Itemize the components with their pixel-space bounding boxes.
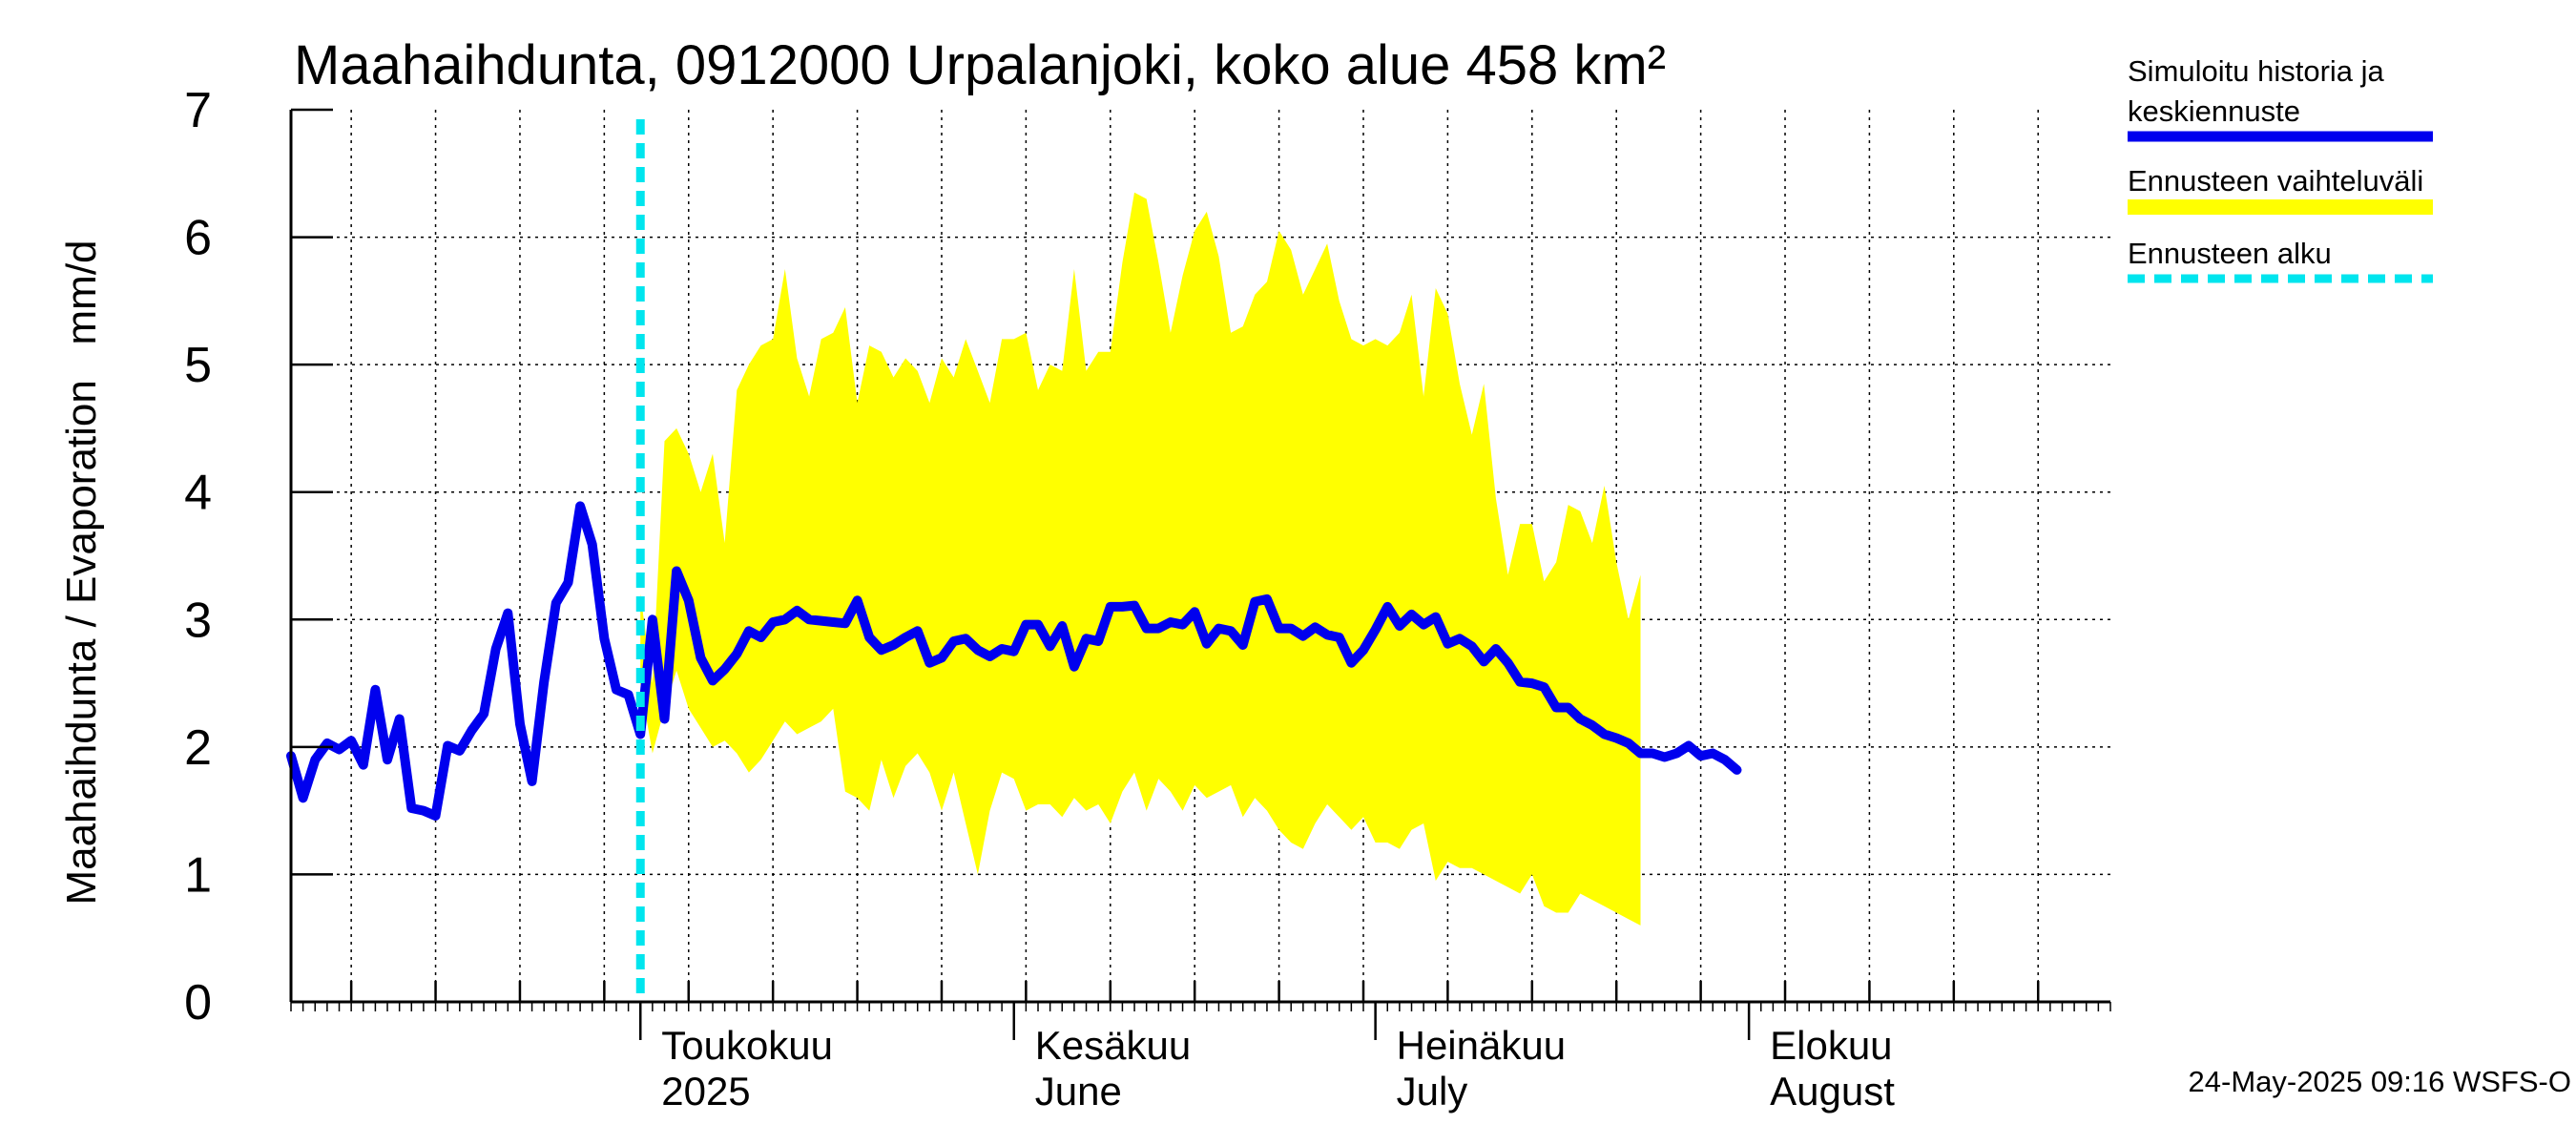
series-line-simulated <box>286 501 1742 821</box>
x-month-label: Kesäkuu <box>1035 1023 1191 1068</box>
x-month-label-secondary: July <box>1397 1069 1468 1114</box>
forecast-range-band <box>640 192 1641 926</box>
x-month-label: Elokuu <box>1770 1023 1892 1068</box>
legend-label-simulated-line2: keskiennuste <box>2128 94 2300 128</box>
axes <box>289 108 2111 1040</box>
y-tick-label: 1 <box>184 847 212 903</box>
x-month-label-secondary: 2025 <box>661 1069 750 1114</box>
legend-label-range: Ennusteen vaihteluväli <box>2128 164 2423 198</box>
range-area <box>640 192 1641 926</box>
legend: Simuloitu historia ja keskiennuste Ennus… <box>2128 54 2433 283</box>
y-tick-label: 6 <box>184 211 212 266</box>
y-tick-labels: 0 1 2 3 4 5 6 7 <box>184 83 212 1030</box>
y-tick-label: 3 <box>184 593 212 648</box>
y-tick-label: 5 <box>184 338 212 393</box>
x-month-label-secondary: June <box>1035 1069 1122 1114</box>
series-lines <box>286 501 1742 821</box>
y-tick-label: 0 <box>184 975 212 1030</box>
y-axis-label: Maahaihdunta / Evaporation mm/d <box>58 239 105 905</box>
x-month-label: Heinäkuu <box>1397 1023 1566 1068</box>
legend-label-simulated-line1: Simuloitu historia ja <box>2128 54 2385 88</box>
footer-timestamp: 24-May-2025 09:16 WSFS-O <box>2189 1065 2571 1098</box>
y-tick-label: 4 <box>184 466 212 521</box>
x-month-label: Toukokuu <box>661 1023 833 1068</box>
x-month-label-secondary: August <box>1770 1069 1895 1114</box>
y-tick-label: 2 <box>184 720 212 776</box>
legend-label-forecast-start: Ennusteen alku <box>2128 237 2332 270</box>
y-tick-label: 7 <box>184 83 212 138</box>
chart-title: Maahaihdunta, 0912000 Urpalanjoki, koko … <box>294 34 1666 96</box>
